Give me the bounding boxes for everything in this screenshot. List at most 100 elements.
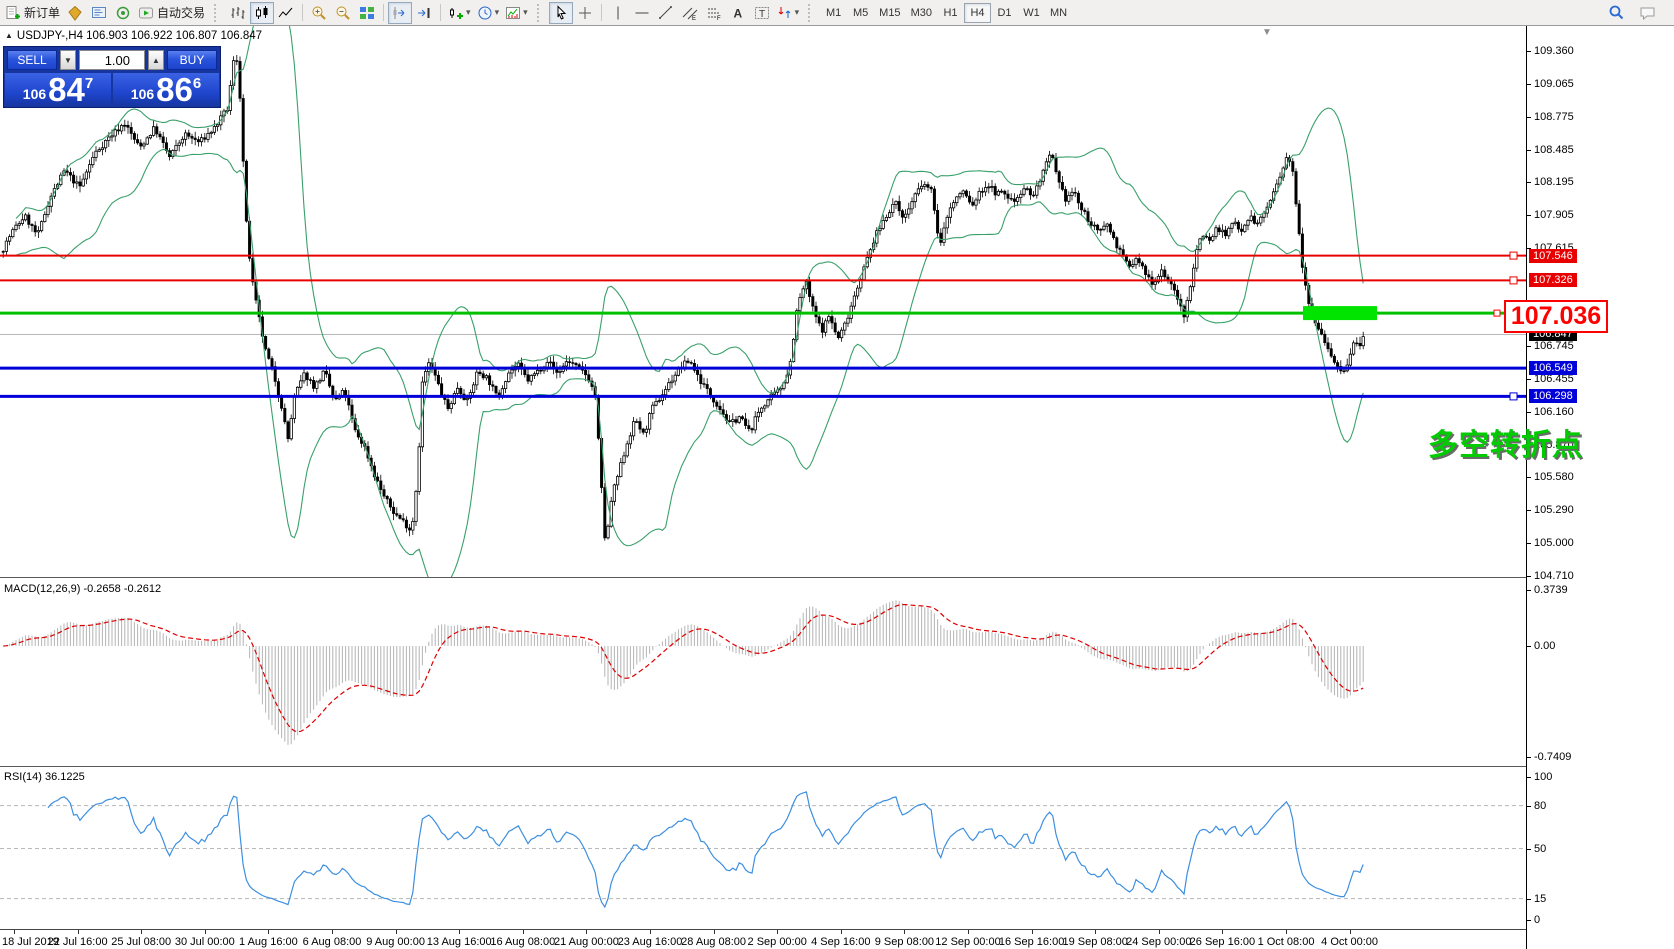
chart-shift-marker-icon[interactable]: ▼ bbox=[1262, 27, 1272, 38]
price-callout-label[interactable]: 107.036 bbox=[1504, 300, 1608, 333]
navigator-button[interactable] bbox=[111, 2, 135, 24]
price-axis-tick-label: 109.065 bbox=[1534, 78, 1574, 91]
buy-button[interactable]: BUY bbox=[167, 50, 217, 70]
timeframe-button-m5[interactable]: M5 bbox=[847, 3, 874, 23]
main-chart-panel[interactable] bbox=[0, 26, 1526, 577]
horizontal-line-button[interactable] bbox=[630, 2, 654, 24]
price-axis-tick-label: 105.870 bbox=[1534, 438, 1574, 451]
chart-shift-button[interactable] bbox=[412, 2, 436, 24]
sell-price-big: 84 bbox=[48, 71, 85, 108]
autotrading-label: 自动交易 bbox=[157, 6, 206, 20]
time-axis-tick bbox=[268, 930, 270, 934]
search-button[interactable] bbox=[1604, 2, 1628, 24]
price-axis-tick bbox=[1527, 542, 1531, 544]
pivot-annotation[interactable]: 多空转折点 bbox=[1428, 429, 1583, 462]
timeframe-button-h1[interactable]: H1 bbox=[937, 3, 964, 23]
time-axis-tick bbox=[395, 930, 397, 934]
market-watch-button[interactable] bbox=[87, 2, 111, 24]
timeframe-button-m1[interactable]: M1 bbox=[820, 3, 847, 23]
bar-chart-button[interactable] bbox=[226, 2, 250, 24]
zoom-in-icon bbox=[311, 5, 327, 21]
text-button[interactable]: A bbox=[726, 2, 750, 24]
autotrading-button[interactable]: 自动交易 bbox=[135, 2, 208, 24]
price-axis-tick bbox=[1527, 898, 1531, 900]
volume-increase-button[interactable]: ▲ bbox=[148, 50, 164, 70]
volume-input[interactable] bbox=[79, 50, 145, 70]
chart-ohlc-title: USDJPY-,H4 106.903 106.922 106.807 106.8… bbox=[16, 30, 263, 42]
indicators-button[interactable]: ▾ bbox=[502, 2, 531, 24]
macd-axis-label: 0.3739 bbox=[1534, 583, 1568, 596]
auto-scroll-button[interactable] bbox=[388, 1, 413, 24]
new-order-button[interactable]: 新订单 bbox=[2, 2, 63, 24]
zoom-out-button[interactable] bbox=[331, 2, 355, 24]
svg-text:E: E bbox=[692, 16, 696, 21]
charts-button[interactable] bbox=[63, 2, 87, 24]
timeframe-button-mn[interactable]: MN bbox=[1045, 3, 1072, 23]
trendline-button[interactable] bbox=[654, 2, 678, 24]
collapse-arrow-icon[interactable]: ▲ bbox=[5, 31, 13, 40]
blue-line-price-tag: 106.549 bbox=[1529, 361, 1577, 376]
time-axis-tick bbox=[968, 930, 969, 934]
timeframe-button-d1[interactable]: D1 bbox=[991, 3, 1018, 23]
buy-price[interactable]: 106 86 6 bbox=[113, 73, 219, 107]
sell-price[interactable]: 106 84 7 bbox=[5, 73, 111, 107]
new-order-icon bbox=[5, 5, 21, 21]
chat-icon bbox=[1639, 5, 1657, 21]
candlestick-chart-button[interactable] bbox=[250, 1, 275, 24]
vertical-line-button[interactable] bbox=[606, 2, 630, 24]
cursor-button[interactable] bbox=[548, 1, 573, 24]
price-axis-tick bbox=[1527, 477, 1531, 479]
time-axis-label: 1 Aug 16:00 bbox=[239, 936, 298, 948]
zoom-in-button[interactable] bbox=[307, 2, 331, 24]
rsi-panel[interactable] bbox=[0, 769, 1526, 929]
rsi-axis-label: 100 bbox=[1534, 771, 1553, 783]
price-axis-tick-label: 104.710 bbox=[1534, 569, 1574, 582]
new-chart-button[interactable]: ▾ bbox=[445, 2, 474, 24]
time-axis-tick bbox=[459, 930, 461, 934]
blue-line-price-tag: 106.298 bbox=[1529, 389, 1577, 404]
price-axis-tick bbox=[1527, 378, 1531, 380]
timeframe-button-m30[interactable]: M30 bbox=[906, 3, 937, 23]
toolbar-grip bbox=[536, 3, 545, 22]
line-chart-button[interactable] bbox=[274, 2, 298, 24]
sell-button[interactable]: SELL bbox=[7, 50, 57, 70]
time-axis-label: 9 Sep 08:00 bbox=[874, 936, 935, 948]
timeframe-button-w1[interactable]: W1 bbox=[1018, 3, 1045, 23]
crosshair-button[interactable] bbox=[573, 2, 597, 24]
price-axis-tick bbox=[1527, 510, 1531, 512]
periods-button[interactable]: ▾ bbox=[474, 2, 503, 24]
macd-panel[interactable] bbox=[0, 580, 1526, 766]
text-label-button[interactable]: T bbox=[750, 2, 774, 24]
macd-axis-label: -0.7409 bbox=[1534, 751, 1572, 764]
arrows-button[interactable]: ▾ bbox=[774, 2, 803, 24]
macd-axis-label: 0.00 bbox=[1534, 640, 1556, 652]
time-axis-label: 4 Oct 00:00 bbox=[1321, 936, 1379, 948]
dropdown-arrow-icon: ▾ bbox=[794, 7, 800, 17]
fibonacci-button[interactable]: F bbox=[702, 2, 726, 24]
dropdown-arrow-icon: ▾ bbox=[466, 7, 471, 17]
timeframe-button-m15[interactable]: M15 bbox=[874, 3, 905, 23]
toolbar-separator bbox=[383, 4, 385, 21]
time-axis-label: 24 Sep 00:00 bbox=[1126, 936, 1192, 948]
time-axis-label: 30 Jul 00:00 bbox=[174, 936, 235, 948]
time-axis-label: 19 Sep 08:00 bbox=[1062, 936, 1128, 948]
time-axis-tick bbox=[1349, 930, 1351, 934]
toolbar-grip bbox=[808, 3, 816, 22]
price-axis-tick bbox=[1527, 920, 1531, 921]
bar-chart-icon bbox=[230, 5, 246, 21]
toolbar-separator bbox=[600, 4, 602, 21]
dropdown-arrow-icon: ▾ bbox=[523, 7, 528, 17]
dropdown-arrow-icon: ▾ bbox=[494, 7, 500, 17]
navigator-icon bbox=[115, 5, 131, 21]
toolbar-separator bbox=[440, 4, 442, 21]
new-chart-icon bbox=[448, 5, 464, 21]
price-axis-tick bbox=[1527, 84, 1531, 86]
horizontal-line-icon bbox=[634, 5, 650, 21]
tile-windows-button[interactable] bbox=[355, 2, 379, 24]
timeframe-button-h4[interactable]: H4 bbox=[963, 2, 991, 23]
chat-button[interactable] bbox=[1636, 2, 1660, 24]
equidistant-channel-button[interactable]: E bbox=[678, 2, 702, 24]
autotrading-icon bbox=[138, 5, 154, 21]
price-axis-tick bbox=[1527, 411, 1531, 413]
volume-decrease-button[interactable]: ▼ bbox=[60, 50, 76, 70]
